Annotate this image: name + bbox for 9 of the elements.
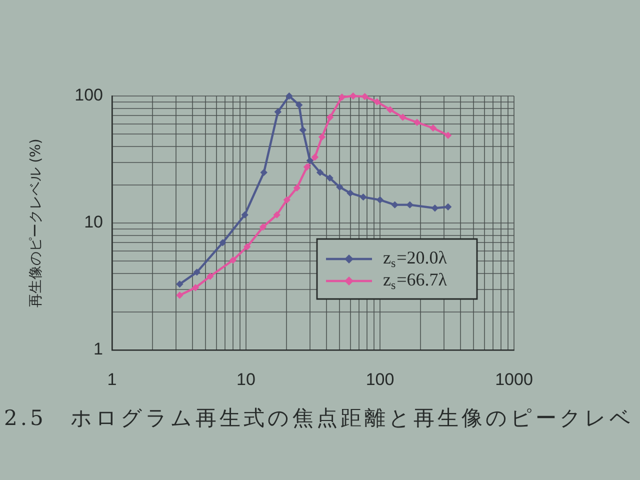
y-tick-label: 1 [94,340,103,359]
x-tick-label: 1000 [495,370,533,389]
text: 2.5 ホログラム再生式の焦点距離と再生像のピークレベ [4,405,634,432]
x-tick-label: 1 [107,370,117,389]
y-tick-label: 100 [74,86,103,105]
y-axis-title: 再生像のピークレベル (%) [28,138,44,308]
x-tick-label: 100 [366,370,394,389]
x-tick-label: 10 [236,370,256,389]
y-tick-label: 10 [84,212,103,232]
